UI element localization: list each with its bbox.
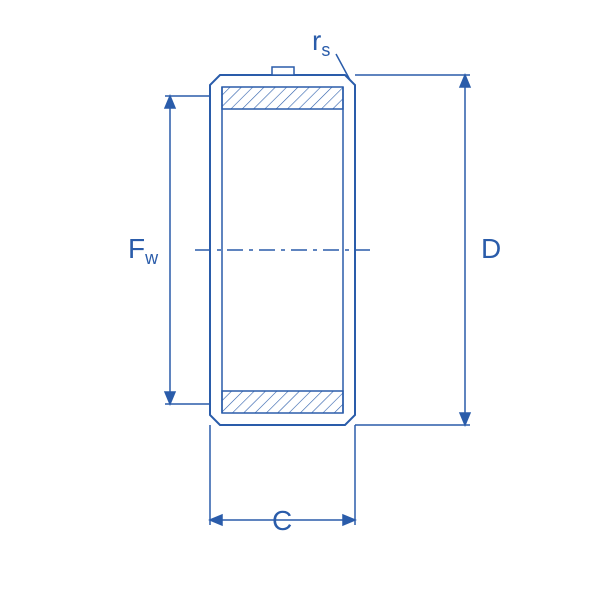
top-notch — [272, 67, 294, 75]
bottom-roller-region — [222, 391, 343, 413]
rs-leader — [336, 54, 350, 80]
rs-label: rs — [312, 25, 330, 60]
bearing-diagram: rs Fw D C — [0, 0, 600, 600]
d-dimension — [355, 75, 470, 425]
fw-label: Fw — [128, 233, 159, 268]
top-roller-region — [222, 87, 343, 109]
d-label: D — [481, 233, 501, 264]
c-label: C — [272, 505, 292, 536]
